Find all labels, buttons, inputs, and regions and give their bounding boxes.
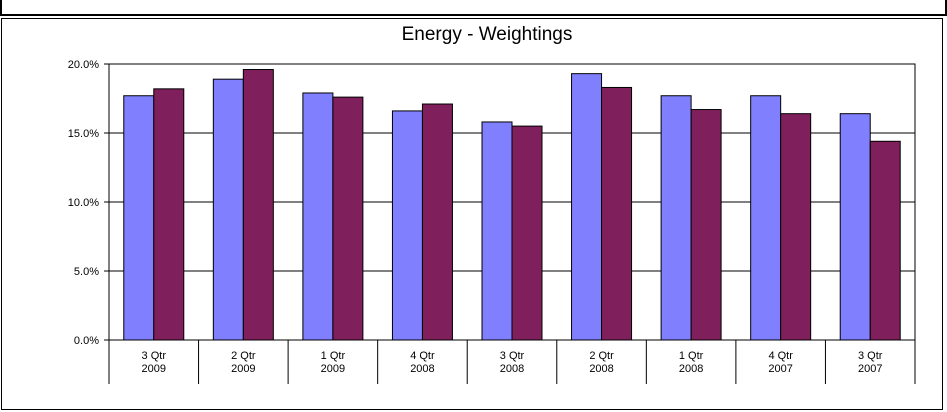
x-tick-label: 1 Qtr bbox=[321, 350, 346, 362]
x-tick-label: 4 Qtr bbox=[768, 350, 793, 362]
y-tick-label: 0.0% bbox=[74, 335, 99, 347]
x-tick-label-year: 2009 bbox=[321, 363, 345, 375]
chart-frame: Energy - Weightings 0.0% 5.0% 10.0% 15.0% 20… bbox=[1, 18, 943, 410]
y-tick-label: 5.0% bbox=[74, 266, 99, 278]
x-tick-label-year: 2009 bbox=[231, 363, 255, 375]
bar bbox=[391, 110, 423, 341]
x-tick-label-year: 2008 bbox=[410, 363, 434, 375]
bar bbox=[780, 113, 812, 341]
x-tick-label-year: 2008 bbox=[679, 363, 703, 375]
x-tick-label-year: 2007 bbox=[858, 363, 882, 375]
bar bbox=[839, 113, 871, 341]
x-tick-label: 3 Qtr bbox=[500, 350, 525, 362]
bar bbox=[601, 86, 633, 341]
chart-svg: Energy - Weightings 0.0% 5.0% 10.0% 15.0% 20… bbox=[68, 24, 916, 384]
bar bbox=[212, 78, 244, 341]
x-tick-label: 3 Qtr bbox=[142, 350, 167, 362]
y-tick-label: 20.0% bbox=[68, 59, 99, 71]
bar bbox=[660, 95, 692, 341]
bar bbox=[869, 140, 901, 341]
x-tick-label: 3 Qtr bbox=[858, 350, 883, 362]
x-tick-label: 2 Qtr bbox=[589, 350, 614, 362]
bar bbox=[750, 95, 782, 341]
bars bbox=[123, 69, 901, 341]
y-tick-label: 10.0% bbox=[68, 197, 99, 209]
bar bbox=[690, 109, 722, 341]
bar bbox=[481, 121, 513, 341]
bar bbox=[332, 96, 364, 341]
bar bbox=[153, 88, 185, 341]
x-tick-label-year: 2007 bbox=[768, 363, 792, 375]
bar bbox=[302, 92, 334, 341]
bar bbox=[511, 125, 543, 341]
top-strip bbox=[0, 0, 947, 16]
x-tick-label-year: 2008 bbox=[500, 363, 524, 375]
x-tick-label: 1 Qtr bbox=[679, 350, 704, 362]
bar bbox=[123, 95, 155, 341]
chart-title: Energy - Weightings bbox=[402, 24, 573, 45]
y-axis: 0.0% 5.0% 10.0% 15.0% 20.0% bbox=[68, 59, 109, 347]
x-tick-label: 2 Qtr bbox=[231, 350, 256, 362]
x-tick-label-year: 2008 bbox=[589, 363, 613, 375]
x-tick-label: 4 Qtr bbox=[410, 350, 435, 362]
bar bbox=[571, 73, 603, 341]
bar bbox=[421, 103, 453, 341]
x-tick-label-year: 2009 bbox=[142, 363, 166, 375]
y-tick-label: 15.0% bbox=[68, 128, 99, 140]
bar bbox=[242, 69, 274, 341]
